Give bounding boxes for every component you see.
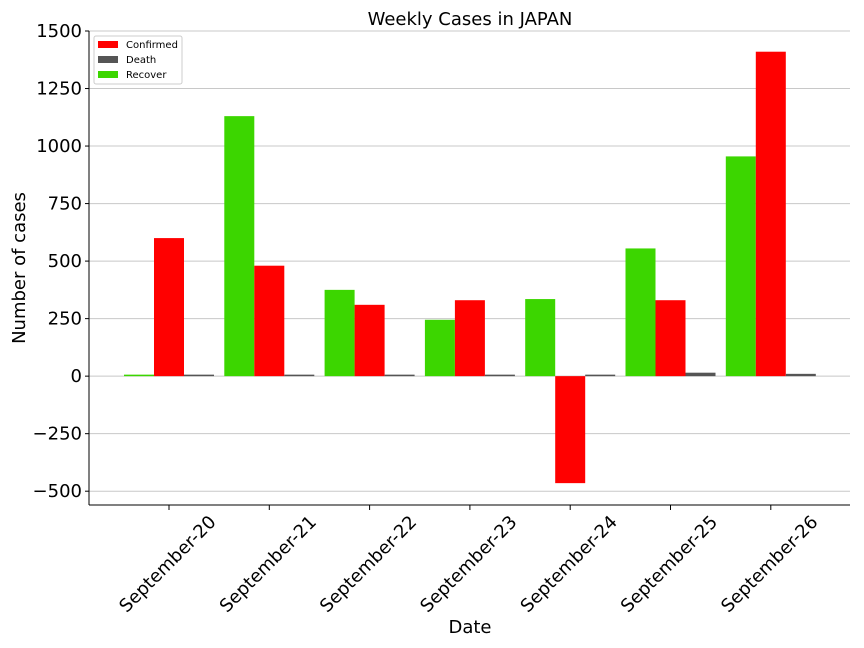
bars bbox=[124, 51, 816, 484]
bar-recover bbox=[124, 374, 154, 377]
bar-recover bbox=[324, 289, 355, 377]
legend: Confirmed Death Recover bbox=[93, 35, 183, 85]
grid bbox=[89, 30, 850, 492]
x-tick-label: September-21 bbox=[216, 512, 321, 617]
bar-confirmed bbox=[755, 51, 786, 377]
y-tick-label: 1000 bbox=[36, 136, 82, 157]
x-ticks: September-20September-21September-22Sept… bbox=[115, 505, 822, 617]
legend-label-confirmed: Confirmed bbox=[126, 40, 178, 51]
bar-death bbox=[785, 373, 816, 377]
x-tick-label: September-25 bbox=[617, 512, 722, 617]
x-tick-label: September-22 bbox=[316, 512, 421, 617]
legend-label-recover: Recover bbox=[126, 70, 167, 81]
bar-death bbox=[184, 374, 214, 377]
y-ticks: −500 −250 0 250 500 750 1000 1250 1500 bbox=[33, 21, 89, 502]
y-tick-label: 1250 bbox=[36, 79, 82, 100]
bar-death bbox=[284, 374, 315, 377]
bar-recover bbox=[725, 156, 756, 377]
bar-confirmed bbox=[454, 300, 485, 377]
y-tick-label: −250 bbox=[33, 424, 82, 445]
y-tick-label: −500 bbox=[33, 481, 82, 502]
bar-death bbox=[585, 374, 616, 377]
bar-death bbox=[484, 374, 515, 377]
bar-recover bbox=[224, 116, 255, 377]
bar-confirmed bbox=[354, 304, 385, 377]
bar-confirmed bbox=[555, 376, 586, 484]
y-tick-label: 750 bbox=[48, 194, 82, 215]
x-tick-label: September-24 bbox=[517, 512, 622, 617]
y-axis-label: Number of cases bbox=[9, 192, 30, 344]
y-tick-label: 0 bbox=[71, 366, 82, 387]
bar-confirmed bbox=[655, 300, 686, 377]
chart-title: Weekly Cases in JAPAN bbox=[368, 9, 573, 30]
bar-recover bbox=[625, 248, 656, 377]
bar-death bbox=[384, 374, 415, 377]
bar-confirmed bbox=[254, 265, 285, 377]
bar-recover bbox=[525, 299, 556, 377]
legend-swatch-confirmed bbox=[98, 41, 118, 48]
y-tick-label: 1500 bbox=[36, 21, 82, 42]
bar-death bbox=[685, 372, 716, 377]
bar-recover bbox=[424, 319, 455, 377]
x-tick-label: September-23 bbox=[416, 512, 521, 617]
legend-swatch-death bbox=[98, 56, 118, 63]
y-tick-label: 500 bbox=[48, 251, 82, 272]
legend-swatch-recover bbox=[98, 71, 118, 78]
legend-label-death: Death bbox=[126, 55, 156, 66]
bar-confirmed bbox=[154, 238, 184, 377]
y-tick-label: 250 bbox=[48, 309, 82, 330]
x-tick-label: September-20 bbox=[115, 512, 220, 617]
x-axis-label: Date bbox=[448, 617, 491, 638]
x-tick-label: September-26 bbox=[717, 512, 822, 617]
